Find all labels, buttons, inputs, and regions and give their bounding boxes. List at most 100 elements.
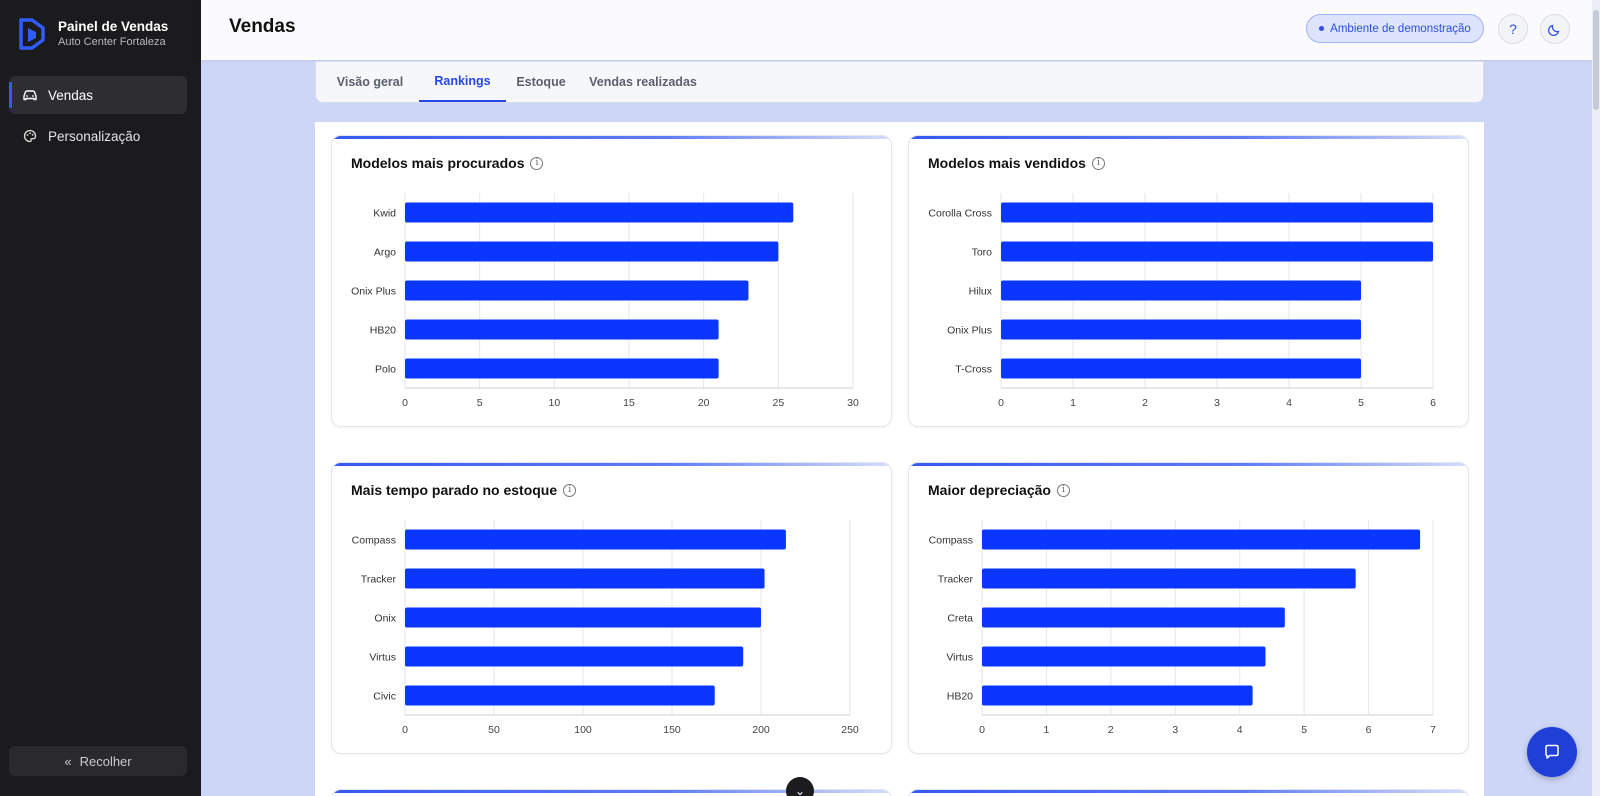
y-category-label: HB20 <box>947 691 973 703</box>
x-tick-label: 5 <box>477 397 483 409</box>
x-tick-label: 6 <box>1366 724 1372 736</box>
card-title: Mais tempo parado no estoque <box>351 482 558 498</box>
bar-t-cross[interactable] <box>1001 358 1361 379</box>
tab-estoque[interactable]: Estoque <box>516 75 566 89</box>
rankings-panel: Modelos mais procurados i 0 5 10 15 20 25 30 Kwi… <box>315 122 1484 796</box>
bar-virtus[interactable] <box>982 646 1266 667</box>
bar-hilux[interactable] <box>1001 280 1361 301</box>
collapse-label: Recolher <box>79 753 132 769</box>
tab-rankings[interactable]: Rankings <box>419 62 506 102</box>
chat-support-button[interactable] <box>1527 727 1577 777</box>
bar-onix-plus[interactable] <box>1001 319 1361 340</box>
chart-card-maior-depreciacao: Maior depreciação i 0 1 2 3 4 5 6 7 Compass Tracke… <box>908 462 1469 754</box>
card-title: Maior depreciação <box>928 482 1051 498</box>
bar-chart: 0 1 2 3 4 5 6 7 Compass Tracker Creta Virtus HB20 <box>929 520 1436 736</box>
brand-logo-icon <box>19 18 45 50</box>
car-icon <box>22 87 38 103</box>
y-category-label: Kwid <box>373 208 396 220</box>
x-tick-label: 50 <box>488 724 500 736</box>
info-icon[interactable]: i <box>563 483 577 497</box>
bar-compass[interactable] <box>982 529 1421 550</box>
bar-tracker[interactable] <box>982 568 1356 589</box>
sidebar-item-label: Personalização <box>48 128 141 144</box>
y-category-label: Compass <box>929 535 973 547</box>
bar-tracker[interactable] <box>405 568 765 589</box>
y-category-label: Corolla Cross <box>928 208 992 220</box>
collapse-sidebar-button[interactable]: « Recolher <box>9 746 187 776</box>
y-category-label: Tracker <box>361 574 397 586</box>
bar-creta[interactable] <box>982 607 1285 628</box>
chart-card-tempo-parado: Mais tempo parado no estoque i 0 50 100 150 2… <box>331 462 892 754</box>
help-icon: ? <box>1509 21 1517 37</box>
x-tick-label: 3 <box>1214 397 1220 409</box>
x-tick-label: 6 <box>1430 397 1436 409</box>
x-tick-label: 25 <box>772 397 784 409</box>
x-tick-label: 200 <box>752 724 770 736</box>
x-tick-label: 5 <box>1358 397 1364 409</box>
x-tick-label: 0 <box>998 397 1004 409</box>
bar-onix-plus[interactable] <box>405 280 749 301</box>
bar-argo[interactable] <box>405 241 779 262</box>
bar-chart: 0 1 2 3 4 5 6 Corolla Cross Toro Hilux Onix Plus T-… <box>928 193 1436 409</box>
info-icon[interactable]: i <box>1056 483 1070 497</box>
chart-card-mais-vendidos: Modelos mais vendidos i 0 1 2 3 4 5 6 Corolla Cr… <box>908 135 1469 427</box>
x-tick-label: 7 <box>1430 724 1436 736</box>
bar-chart: 0 50 100 150 200 250 Compass Tracker Onix Virtus C… <box>352 520 859 736</box>
x-tick-label: 30 <box>847 397 859 409</box>
page-scrollbar-thumb[interactable] <box>1593 10 1599 110</box>
help-button[interactable]: ? <box>1498 14 1528 44</box>
sidebar-item-label: Vendas <box>48 87 94 103</box>
brand-title: Painel de Vendas <box>58 19 169 34</box>
info-icon[interactable]: i <box>1091 156 1105 170</box>
y-category-label: T-Cross <box>955 364 992 376</box>
info-icon[interactable]: i <box>530 156 544 170</box>
brand-subtitle: Auto Center Fortaleza <box>58 36 166 48</box>
demo-badge-label: Ambiente de demonstração <box>1330 22 1471 35</box>
bar-kwid[interactable] <box>405 202 794 223</box>
bar-onix[interactable] <box>405 607 761 628</box>
tab-visao-geral[interactable]: Visão geral <box>336 75 404 89</box>
bar-civic[interactable] <box>405 685 715 706</box>
scroll-down-button[interactable]: ⌄ <box>786 777 814 796</box>
sidebar: Painel de Vendas Auto Center Fortaleza V… <box>0 0 201 796</box>
x-tick-label: 5 <box>1301 724 1307 736</box>
bar-corolla-cross[interactable] <box>1001 202 1433 223</box>
bar-virtus[interactable] <box>405 646 744 667</box>
tab-bar: Visão geral Rankings Estoque Vendas real… <box>315 61 1484 103</box>
y-category-label: Virtus <box>946 652 973 664</box>
x-tick-label: 1 <box>1070 397 1076 409</box>
y-category-label: Compass <box>352 535 396 547</box>
brand[interactable]: Painel de Vendas Auto Center Fortaleza <box>18 18 168 50</box>
x-tick-label: 0 <box>979 724 985 736</box>
y-category-label: Argo <box>374 247 396 259</box>
x-tick-label: 250 <box>841 724 859 736</box>
bar-toro[interactable] <box>1001 241 1433 262</box>
bar-hb20[interactable] <box>405 319 719 340</box>
theme-toggle-button[interactable] <box>1540 14 1570 44</box>
y-category-label: Virtus <box>369 652 396 664</box>
y-category-label: Civic <box>373 691 396 703</box>
double-chevron-left-icon: « <box>64 753 72 769</box>
y-category-label: Onix Plus <box>947 325 992 337</box>
bar-compass[interactable] <box>405 529 786 550</box>
x-tick-label: 2 <box>1142 397 1148 409</box>
x-tick-label: 0 <box>402 397 408 409</box>
page-scrollbar-track[interactable] <box>1592 0 1600 796</box>
bar-polo[interactable] <box>405 358 719 379</box>
y-category-label: Toro <box>972 247 993 259</box>
x-tick-label: 3 <box>1172 724 1178 736</box>
y-category-label: HB20 <box>370 325 396 337</box>
tab-vendas-realizadas[interactable]: Vendas realizadas <box>589 75 697 89</box>
x-tick-label: 2 <box>1108 724 1114 736</box>
x-tick-label: 4 <box>1237 724 1243 736</box>
chart-card-partial-right <box>908 789 1469 796</box>
bar-hb20[interactable] <box>982 685 1253 706</box>
palette-icon <box>22 128 38 144</box>
page-title: Vendas <box>229 16 296 37</box>
chevron-down-icon: ⌄ <box>794 784 806 796</box>
x-tick-label: 0 <box>402 724 408 736</box>
sidebar-item-personalizacao[interactable]: Personalização <box>9 117 187 155</box>
sidebar-item-vendas[interactable]: Vendas <box>9 76 187 114</box>
y-category-label: Tracker <box>938 574 974 586</box>
demo-environment-badge[interactable]: Ambiente de demonstração <box>1306 14 1484 43</box>
